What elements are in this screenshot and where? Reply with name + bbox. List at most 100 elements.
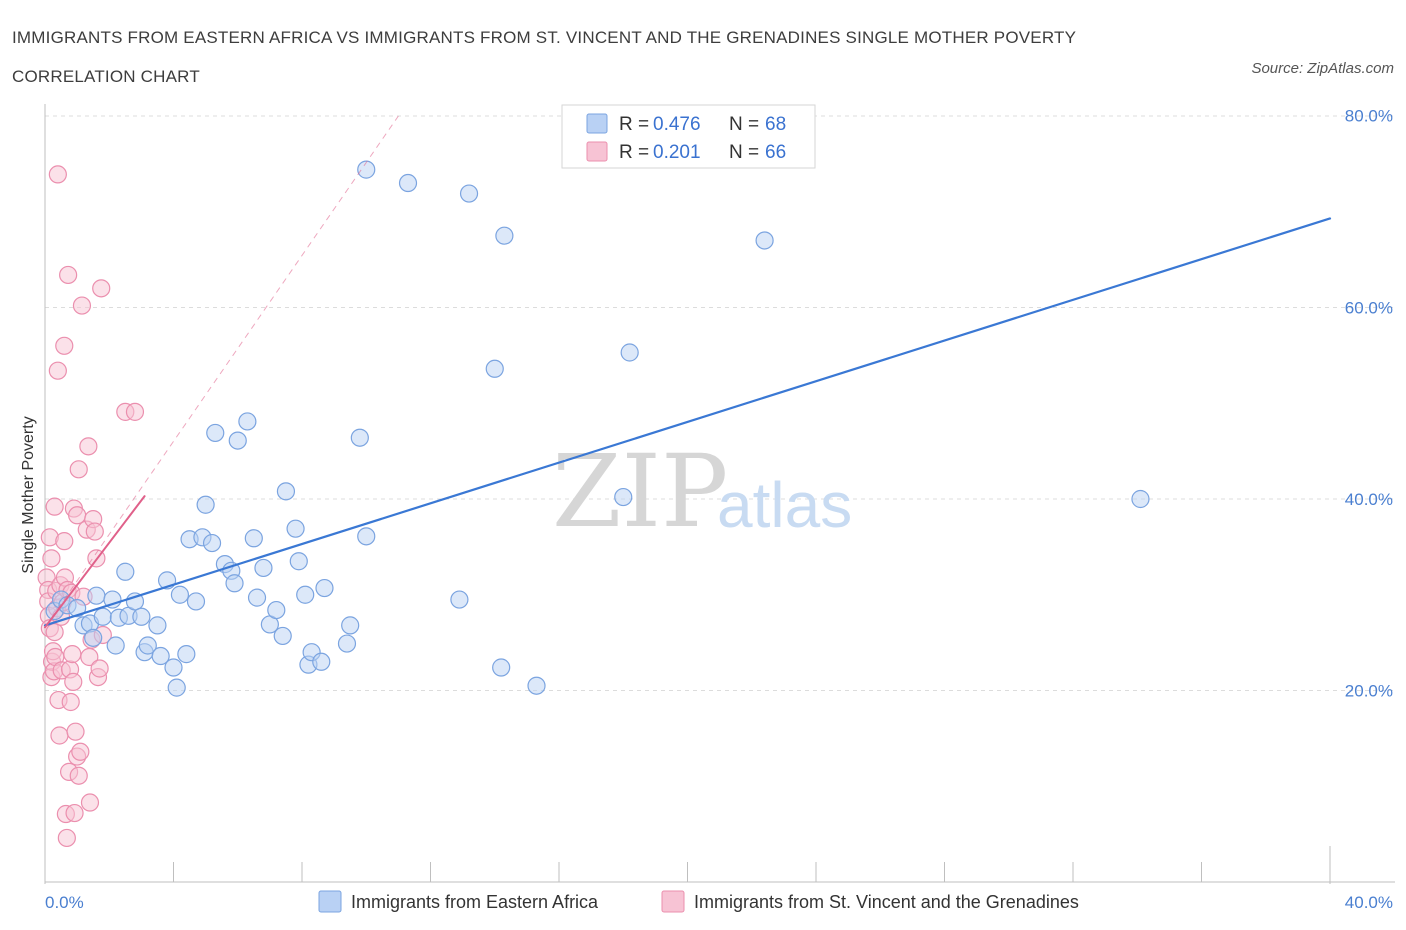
data-point-pink xyxy=(72,296,92,315)
series-pink-points xyxy=(37,165,145,848)
data-point-pink xyxy=(57,828,76,848)
data-point-blue xyxy=(286,519,305,538)
data-point-blue xyxy=(228,431,247,450)
source-label: Source: ZipAtlas.com xyxy=(1251,60,1394,77)
data-point-pink xyxy=(85,522,104,541)
data-point-pink xyxy=(45,497,64,516)
data-point-blue xyxy=(620,343,639,362)
legend-r-label-pink: R = xyxy=(619,142,649,163)
data-point-blue xyxy=(341,616,360,635)
data-point-blue xyxy=(206,423,225,443)
data-point-pink xyxy=(64,672,83,691)
legend-n-label-pink: N = xyxy=(729,142,759,163)
trend-lines xyxy=(43,115,1332,629)
data-point-pink xyxy=(68,506,87,525)
legend-r-value-blue: 0.476 xyxy=(653,114,701,135)
data-point-pink xyxy=(80,793,100,812)
bottom-legend-label-pink: Immigrants from St. Vincent and the Gren… xyxy=(694,892,1079,912)
legend-r-value-pink: 0.201 xyxy=(653,142,701,163)
watermark-zip: ZIP xyxy=(552,433,728,550)
data-point-blue xyxy=(459,184,479,203)
trend-line-pink xyxy=(44,495,146,629)
data-point-pink xyxy=(79,437,98,456)
data-point-blue xyxy=(202,533,222,553)
data-point-blue xyxy=(273,626,292,646)
data-point-blue xyxy=(148,616,167,635)
data-point-blue xyxy=(196,495,215,514)
data-point-blue xyxy=(151,646,170,666)
bottom-legend-label-blue: Immigrants from Eastern Africa xyxy=(351,892,599,912)
data-point-pink xyxy=(71,742,90,761)
data-point-blue xyxy=(357,160,376,179)
watermark-atlas: atlas xyxy=(717,469,852,541)
data-point-blue xyxy=(315,578,334,598)
data-point-pink xyxy=(66,722,85,741)
data-point-blue xyxy=(485,359,504,378)
data-point-blue xyxy=(350,428,369,447)
x-tick-label-max: 40.0% xyxy=(1345,893,1393,912)
legend-r-label-blue: R = xyxy=(619,114,649,135)
data-point-pink xyxy=(65,803,84,823)
axes xyxy=(44,104,1395,884)
y-axis-title: Single Mother Poverty xyxy=(20,416,37,573)
data-point-pink xyxy=(69,766,88,785)
data-point-blue xyxy=(614,487,633,507)
data-point-blue xyxy=(87,586,106,605)
data-point-pink xyxy=(48,361,67,380)
data-point-blue xyxy=(755,231,774,250)
data-point-blue xyxy=(68,599,87,618)
data-point-blue xyxy=(225,574,244,593)
data-point-blue xyxy=(167,678,186,697)
data-point-pink xyxy=(59,265,78,285)
data-point-pink xyxy=(92,279,111,298)
data-point-pink xyxy=(50,726,69,745)
data-point-blue xyxy=(186,592,206,611)
stats-legend: R = 0.476 N = 68 R = 0.201 N = 66 xyxy=(561,104,816,169)
data-point-blue xyxy=(247,588,267,607)
legend-n-value-pink: 66 xyxy=(765,142,786,163)
legend-n-label-blue: N = xyxy=(729,114,759,135)
data-point-blue xyxy=(84,628,103,647)
data-point-blue xyxy=(495,226,514,245)
data-point-pink xyxy=(55,336,74,355)
y-tick-label: 60.0% xyxy=(1345,299,1393,318)
data-point-pink xyxy=(69,460,88,479)
bottom-legend-swatch-pink xyxy=(661,890,685,913)
grid-lines xyxy=(45,115,1395,691)
data-point-pink xyxy=(61,692,80,712)
data-point-blue xyxy=(238,412,257,431)
data-point-pink xyxy=(55,532,74,551)
data-point-blue xyxy=(244,529,263,548)
legend-n-value-blue: 68 xyxy=(765,114,786,135)
data-point-blue xyxy=(170,585,190,604)
data-point-blue xyxy=(450,590,469,609)
legend-swatch-blue xyxy=(586,113,608,134)
data-point-blue xyxy=(492,658,511,677)
data-point-blue xyxy=(289,552,308,571)
data-point-blue xyxy=(116,562,135,581)
x-tick-label-min: 0.0% xyxy=(45,893,84,912)
chart-title: IMMIGRANTS FROM EASTERN AFRICA VS IMMIGR… xyxy=(12,28,1076,86)
series-legend: Immigrants from Eastern Africa Immigrant… xyxy=(318,890,1079,913)
data-point-pink xyxy=(63,645,82,664)
data-point-pink xyxy=(42,549,61,568)
data-point-blue xyxy=(267,600,286,620)
data-point-pink xyxy=(48,165,67,184)
data-point-blue xyxy=(93,607,112,626)
data-point-blue xyxy=(398,173,418,193)
y-tick-label: 40.0% xyxy=(1345,490,1393,509)
data-point-pink xyxy=(90,659,109,678)
data-point-blue xyxy=(1131,489,1150,509)
trend-line-blue xyxy=(43,217,1332,627)
data-point-blue xyxy=(337,634,357,653)
data-point-blue xyxy=(276,482,296,501)
data-point-blue xyxy=(357,527,376,546)
legend-swatch-pink xyxy=(586,141,608,162)
trend-line-extended-pink xyxy=(44,115,399,628)
data-point-blue xyxy=(106,636,125,655)
data-point-pink xyxy=(125,402,145,421)
y-tick-label: 20.0% xyxy=(1345,682,1393,701)
watermark: ZIP atlas xyxy=(552,433,852,550)
data-point-blue xyxy=(296,585,315,604)
